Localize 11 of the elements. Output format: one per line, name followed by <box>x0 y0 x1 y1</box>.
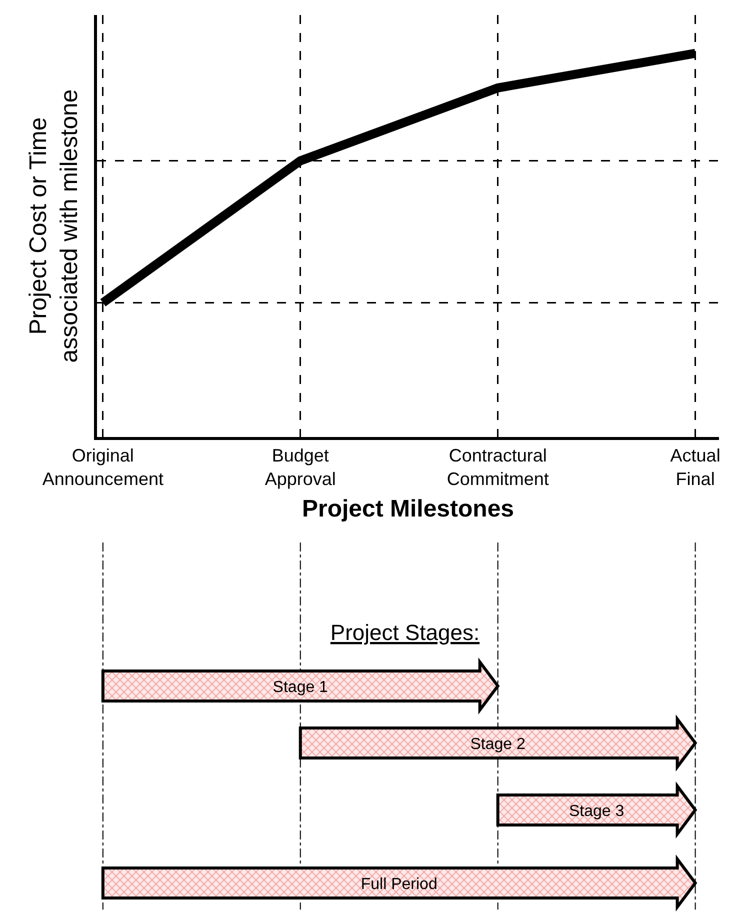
x-tick-label: Budget Approval <box>264 446 336 489</box>
text: Project Stages: <box>330 620 480 645</box>
text: Stage 1 <box>272 679 328 696</box>
text: Full Period <box>360 876 438 893</box>
y-axis-title: Project Cost or Time associated with milestone <box>24 89 84 363</box>
x-tick-label: Contractural Commitment <box>446 446 549 489</box>
x-tick-label: Actual Final <box>670 446 720 489</box>
text: Stage 2 <box>470 736 526 753</box>
x-tick-label: Original Announcement <box>42 446 164 489</box>
x-axis-title: Project Milestones <box>302 495 514 522</box>
text: Stage 3 <box>568 803 624 820</box>
